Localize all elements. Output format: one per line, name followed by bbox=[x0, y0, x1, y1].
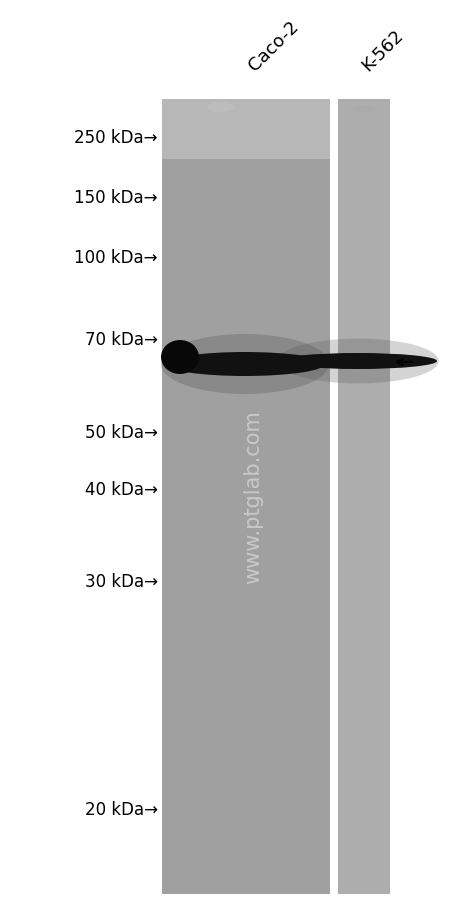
Text: www.ptglab.com: www.ptglab.com bbox=[242, 410, 263, 583]
Ellipse shape bbox=[165, 353, 325, 376]
Text: K-562: K-562 bbox=[357, 26, 406, 75]
Text: 50 kDa→: 50 kDa→ bbox=[85, 424, 157, 441]
Text: 30 kDa→: 30 kDa→ bbox=[85, 573, 157, 590]
Text: 150 kDa→: 150 kDa→ bbox=[74, 189, 157, 207]
Text: 40 kDa→: 40 kDa→ bbox=[85, 481, 157, 499]
Text: 20 kDa→: 20 kDa→ bbox=[85, 800, 157, 818]
Ellipse shape bbox=[277, 339, 437, 384]
Ellipse shape bbox=[354, 106, 372, 114]
Text: Caco-2: Caco-2 bbox=[245, 18, 302, 75]
Text: 250 kDa→: 250 kDa→ bbox=[74, 129, 157, 147]
Ellipse shape bbox=[161, 335, 328, 394]
Ellipse shape bbox=[207, 103, 234, 114]
FancyBboxPatch shape bbox=[329, 100, 337, 894]
FancyBboxPatch shape bbox=[337, 100, 389, 894]
Text: 70 kDa→: 70 kDa→ bbox=[85, 331, 157, 348]
Ellipse shape bbox=[279, 354, 436, 370]
Text: 100 kDa→: 100 kDa→ bbox=[74, 249, 157, 267]
FancyBboxPatch shape bbox=[162, 100, 329, 894]
FancyBboxPatch shape bbox=[162, 100, 329, 160]
Ellipse shape bbox=[161, 341, 199, 374]
